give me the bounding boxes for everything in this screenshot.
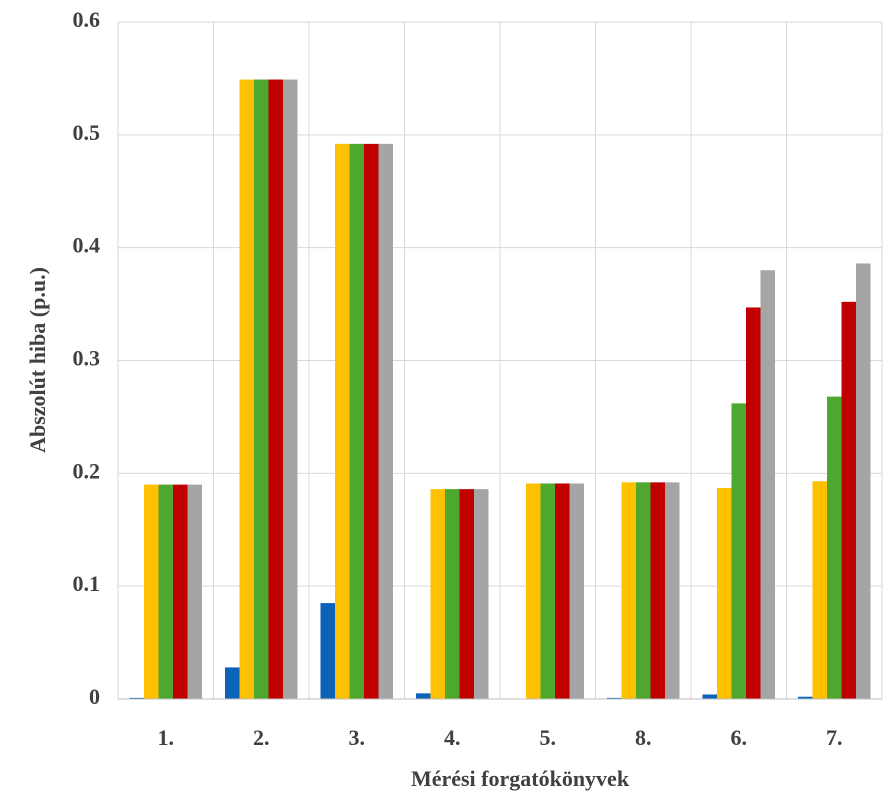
y-tick-label: 0.2	[73, 458, 101, 483]
bar	[445, 489, 460, 699]
bar	[732, 403, 747, 699]
y-tick-label: 0	[89, 684, 100, 709]
y-tick-label: 0.6	[73, 7, 101, 32]
bar	[350, 144, 365, 699]
bar	[283, 80, 298, 699]
bar	[254, 80, 269, 699]
bar	[321, 603, 336, 699]
bar	[460, 489, 475, 699]
bar	[240, 80, 255, 699]
x-tick-label: 8.	[635, 725, 652, 750]
bar	[622, 482, 637, 699]
bar	[474, 489, 489, 699]
bar	[813, 481, 828, 699]
bar	[526, 483, 541, 699]
x-axis-label: Mérési forgatókönyvek	[411, 766, 630, 791]
bar	[842, 302, 857, 699]
y-tick-label: 0.3	[73, 346, 101, 371]
y-axis-label: Abszolút hiba (p.u.)	[25, 267, 50, 453]
bar	[555, 483, 570, 699]
bar	[225, 667, 240, 699]
y-tick-label: 0.1	[73, 571, 101, 596]
x-tick-label: 3.	[349, 725, 366, 750]
bar	[269, 80, 284, 699]
bar	[431, 489, 446, 699]
bar	[856, 263, 871, 699]
bar	[144, 485, 159, 699]
bar	[761, 270, 776, 699]
x-tick-label: 7.	[826, 725, 843, 750]
bar	[717, 488, 732, 699]
bar	[159, 485, 174, 699]
bar	[636, 482, 651, 699]
bar	[703, 694, 718, 699]
bar	[665, 482, 680, 699]
bar	[570, 483, 585, 699]
bar	[364, 144, 379, 699]
bar	[827, 397, 842, 699]
bar	[541, 483, 556, 699]
bar	[335, 144, 350, 699]
x-tick-label: 4.	[444, 725, 461, 750]
bar	[416, 693, 431, 699]
bar	[746, 307, 761, 699]
chart: Mérési forgatókönyvek Abszolút hiba (p.u…	[0, 0, 892, 799]
x-tick-label: 2.	[253, 725, 270, 750]
x-tick-label: 1.	[158, 725, 175, 750]
y-tick-label: 0.5	[73, 120, 101, 145]
bar	[651, 482, 666, 699]
x-tick-label: 6.	[731, 725, 748, 750]
x-tick-label: 5.	[540, 725, 557, 750]
bar	[173, 485, 188, 699]
bar	[188, 485, 203, 699]
y-tick-label: 0.4	[73, 233, 101, 258]
bar	[379, 144, 394, 699]
